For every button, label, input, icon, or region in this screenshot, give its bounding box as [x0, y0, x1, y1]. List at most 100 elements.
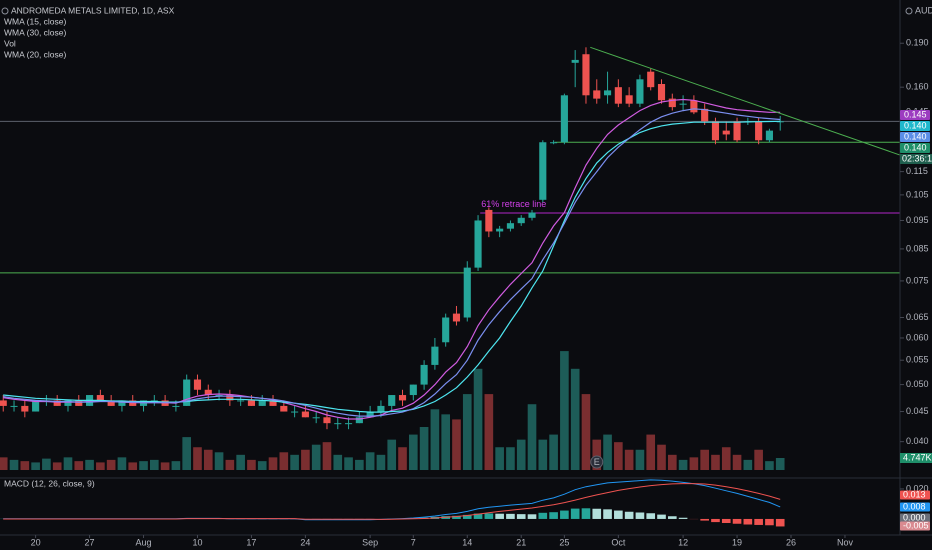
x-tick-label: 17: [246, 537, 256, 547]
candle-body: [485, 209, 493, 232]
volume-bar: [711, 454, 720, 470]
volume-bar: [700, 449, 709, 470]
volume-bar: [635, 449, 645, 470]
volume-bar: [31, 462, 40, 470]
y-tick-label: 0.050: [906, 379, 929, 389]
volume-bar: [106, 459, 116, 470]
candle-body: [711, 121, 720, 141]
y-tick-label: 0.085: [906, 243, 929, 253]
volume-bar: [85, 459, 94, 470]
candle-body: [474, 220, 482, 268]
axes: 0.190 0.160 0.145 0.115 0.105 0.095 0.085 0.075…: [31, 38, 932, 547]
candle-body: [53, 400, 61, 406]
volume-bar: [667, 454, 677, 470]
x-tick-label: 21: [516, 537, 526, 547]
volume-bar: [96, 462, 105, 470]
legend-item: Vol: [4, 38, 16, 48]
candle-body: [377, 405, 385, 412]
candle-body: [280, 405, 288, 412]
volume-bar: [678, 459, 688, 470]
candle-body: [571, 59, 579, 63]
candle-body: [0, 400, 7, 406]
macd-histogram-bar: [549, 512, 558, 519]
volume-bar: [290, 454, 299, 470]
volume-bar: [592, 439, 602, 470]
macd-histogram-bar: [506, 513, 515, 519]
candle-body: [765, 130, 773, 141]
volume-bar: [0, 457, 8, 470]
macd-histogram-bar: [614, 510, 623, 519]
signal-line: [3, 483, 781, 520]
volume-bar: [721, 447, 731, 470]
symbol-icon: [1, 7, 9, 15]
candle-body: [722, 130, 730, 135]
volume-bar: [74, 461, 84, 470]
volume-bar: [624, 449, 634, 470]
currency-icon: [905, 7, 913, 15]
candle-body: [452, 313, 461, 322]
volume-bar: [570, 368, 580, 470]
y-tick-label: 0.065: [906, 312, 929, 322]
volume-bar: [581, 394, 591, 470]
macd-tag-label: 0.013: [903, 489, 926, 499]
x-tick-label: 12: [678, 537, 688, 547]
legend-item: WMA (15, close): [4, 16, 67, 26]
macd-histogram-bar: [667, 516, 677, 519]
candle-body: [560, 95, 568, 143]
candle-body: [657, 83, 666, 101]
candle-body: [431, 346, 439, 365]
volume-bar: [365, 452, 375, 470]
macd-histogram-bar: [765, 518, 774, 526]
candle-body: [75, 400, 83, 406]
macd-histogram-bar: [484, 513, 494, 519]
chart-title: ANDROMEDA METALS LIMITED, 1D, ASX: [11, 5, 175, 15]
macd-histogram-bar: [538, 512, 548, 519]
price-tag: [900, 132, 930, 142]
candle-body: [118, 400, 126, 406]
volume-bar: [150, 459, 159, 470]
price-tag: [900, 121, 930, 131]
macd-histogram-bar: [516, 514, 526, 519]
volume-bar: [376, 454, 386, 470]
volume-bar: [689, 457, 699, 470]
x-tick-label: 24: [300, 537, 310, 547]
macd-histogram-bar: [581, 508, 591, 519]
volume-bar: [333, 454, 343, 470]
macd-tag-label: 0.000: [903, 512, 926, 522]
candle-body: [409, 384, 417, 396]
volume-bar: [506, 447, 515, 470]
macd-tag-label: 0.008: [903, 501, 926, 511]
price-tag-label: 0.140: [904, 131, 927, 141]
candle-body: [269, 400, 277, 406]
x-tick-label: 20: [31, 537, 41, 547]
candle-body: [442, 317, 450, 343]
candle-body: [539, 142, 547, 200]
price-tag-label: 0.140: [904, 142, 927, 152]
candle-body: [193, 379, 202, 390]
candle-body: [701, 108, 709, 122]
macd-histogram-bar: [560, 510, 569, 519]
volume-bar: [182, 437, 192, 470]
volume-bar: [20, 461, 30, 470]
candle-body: [582, 54, 590, 96]
candle-body: [312, 417, 320, 419]
volume-bar: [322, 442, 332, 470]
legend-item: WMA (20, close): [4, 49, 67, 59]
y-tick-label: 0.105: [906, 189, 929, 199]
y-tick-label: 0.190: [906, 38, 929, 48]
candle-body: [463, 267, 471, 318]
y-tick-label: 0.040: [906, 436, 929, 446]
volume-bar: [52, 462, 62, 470]
x-tick-label: 7: [411, 537, 416, 547]
volume-bar: [279, 452, 289, 470]
candle-body: [334, 423, 342, 425]
candle-body: [755, 121, 763, 141]
candle-body: [355, 417, 363, 424]
volume-bar: [473, 368, 483, 470]
y-tick-label: 0.095: [906, 215, 929, 225]
candle-body: [301, 411, 309, 418]
volume-bar: [419, 426, 429, 470]
volume-bar: [355, 459, 364, 470]
x-tick-label: 19: [732, 537, 742, 547]
candle-body: [388, 395, 396, 406]
